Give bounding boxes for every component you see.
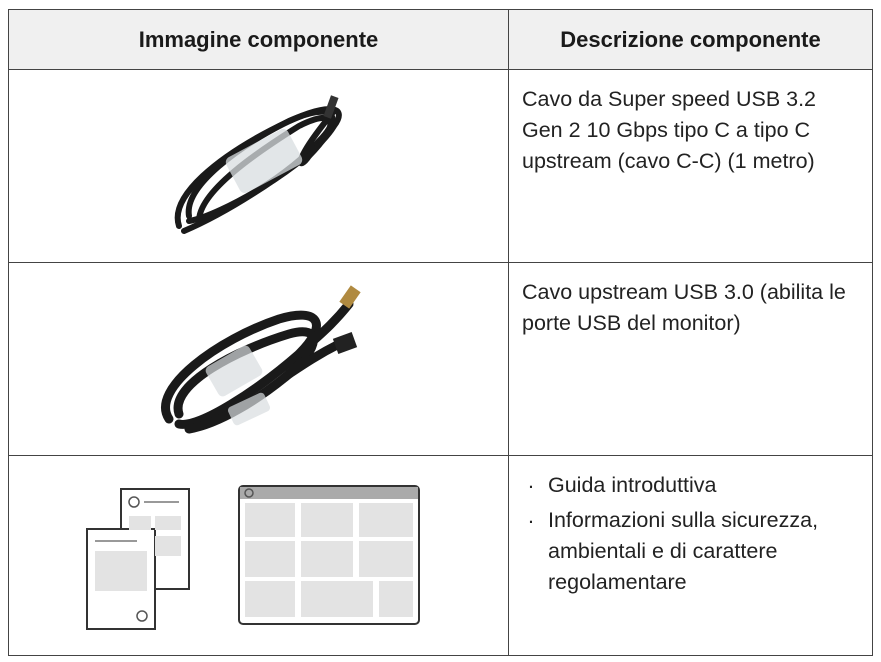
header: Immagine componente (8, 9, 509, 70)
image-cell (8, 455, 509, 656)
usb-c-cable-image (174, 95, 342, 234)
header: Descrizione componente (508, 9, 873, 70)
description: Cavo upstream USB 3.0 (abilita le porte … (522, 280, 846, 335)
components-table: Immagine componente Descrizione componen… (8, 9, 873, 656)
row: Cavo da Super speed USB 3.2 Gen 2 10 Gbp… (8, 69, 873, 263)
description: Cavo da Super speed USB 3.2 Gen 2 10 Gbp… (522, 87, 817, 173)
item-list: Guida introduttiva Informazioni sulla si… (522, 466, 860, 598)
row: Guida introduttiva Informazioni sulla si… (8, 455, 873, 656)
description-cell: Cavo upstream USB 3.0 (abilita le porte … (508, 262, 873, 456)
usb-a-b-cable-image (160, 285, 361, 434)
image-cell (8, 69, 509, 263)
image-cell (8, 262, 509, 456)
row: Cavo upstream USB 3.0 (abilita le porte … (8, 262, 873, 456)
list-item: Informazioni sulla sicurezza, ambientali… (522, 501, 860, 598)
list-item: Guida introduttiva (522, 466, 860, 501)
description-cell: Cavo da Super speed USB 3.2 Gen 2 10 Gbp… (508, 69, 873, 263)
header-row: Immagine componente Descrizione componen… (8, 9, 873, 70)
description-cell: Guida introduttiva Informazioni sulla si… (508, 455, 873, 656)
documents-image (85, 484, 420, 630)
